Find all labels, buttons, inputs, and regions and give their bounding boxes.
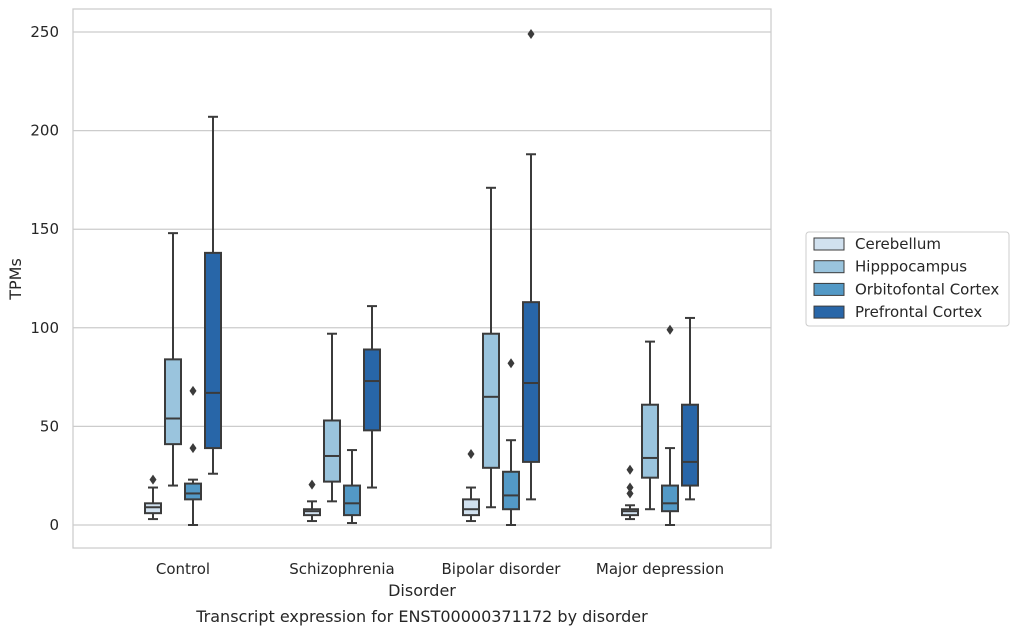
box (363, 348, 381, 432)
legend-swatch (813, 260, 845, 274)
outlier-point (507, 358, 515, 369)
box (204, 251, 222, 450)
legend-label: Prefrontal Cortex (855, 303, 982, 321)
legend-swatch (813, 237, 845, 251)
x-tick-label: Major depression (596, 560, 724, 578)
outlier-point (467, 449, 475, 460)
box-group (661, 324, 679, 526)
y-tick-label: 50 (40, 417, 59, 435)
box (661, 484, 679, 513)
x-tick-label: Bipolar disorder (442, 560, 562, 578)
y-tick-label: 100 (30, 319, 59, 337)
plot-frame (72, 8, 772, 549)
legend-swatch (813, 282, 845, 296)
box (462, 498, 480, 517)
outlier-point (149, 474, 157, 485)
box (343, 484, 361, 517)
y-tick-label: 0 (49, 516, 59, 534)
box (323, 419, 341, 483)
box-group (641, 340, 659, 511)
y-tick-labels: 0 50 100 150 200 250 (30, 23, 59, 534)
outlier-point (626, 482, 634, 493)
box-group (482, 186, 500, 509)
box-group (621, 464, 639, 521)
box-group (681, 316, 699, 501)
box-group (343, 449, 361, 525)
y-tick-label: 150 (30, 220, 59, 238)
boxplots (144, 28, 699, 526)
outlier-point (189, 443, 197, 454)
box-group (303, 479, 321, 523)
box-group (323, 332, 341, 503)
x-axis-title: Disorder (388, 581, 456, 600)
legend-label: Hipppocampus (855, 258, 967, 276)
x-tick-label: Schizophrenia (289, 560, 394, 578)
box (482, 332, 500, 469)
outlier-point (308, 479, 316, 490)
legend-label: Orbitofontal Cortex (855, 280, 999, 298)
y-tick-label: 250 (30, 23, 59, 41)
legend-frame (805, 231, 1010, 327)
x-tick-label: Control (156, 560, 210, 578)
y-tick-label: 200 (30, 122, 59, 140)
legend-swatch (813, 305, 845, 319)
box-group (184, 385, 202, 526)
box (502, 470, 520, 511)
box-group (144, 474, 162, 521)
outlier-point (666, 324, 674, 335)
outlier-point (189, 385, 197, 396)
box-group (363, 305, 381, 489)
outlier-point (626, 488, 634, 499)
box (641, 403, 659, 479)
box (184, 482, 202, 501)
box-group (204, 115, 222, 475)
box-group (164, 232, 182, 487)
box (681, 403, 699, 487)
chart-caption: Transcript expression for ENST0000037117… (195, 607, 648, 626)
x-tick-labels: Control Schizophrenia Bipolar disorder Majo… (156, 560, 724, 578)
box (164, 358, 182, 446)
box-group (502, 358, 520, 526)
legend: Cerebellum Hipppocampus Orbitofontal Corte… (805, 231, 1010, 327)
box-group (522, 28, 540, 501)
gridlines (73, 31, 771, 526)
outlier-point (527, 28, 535, 39)
legend-label: Cerebellum (855, 235, 941, 253)
outlier-point (626, 464, 634, 475)
box-group (462, 449, 480, 523)
y-axis-title: TPMs (6, 258, 25, 301)
